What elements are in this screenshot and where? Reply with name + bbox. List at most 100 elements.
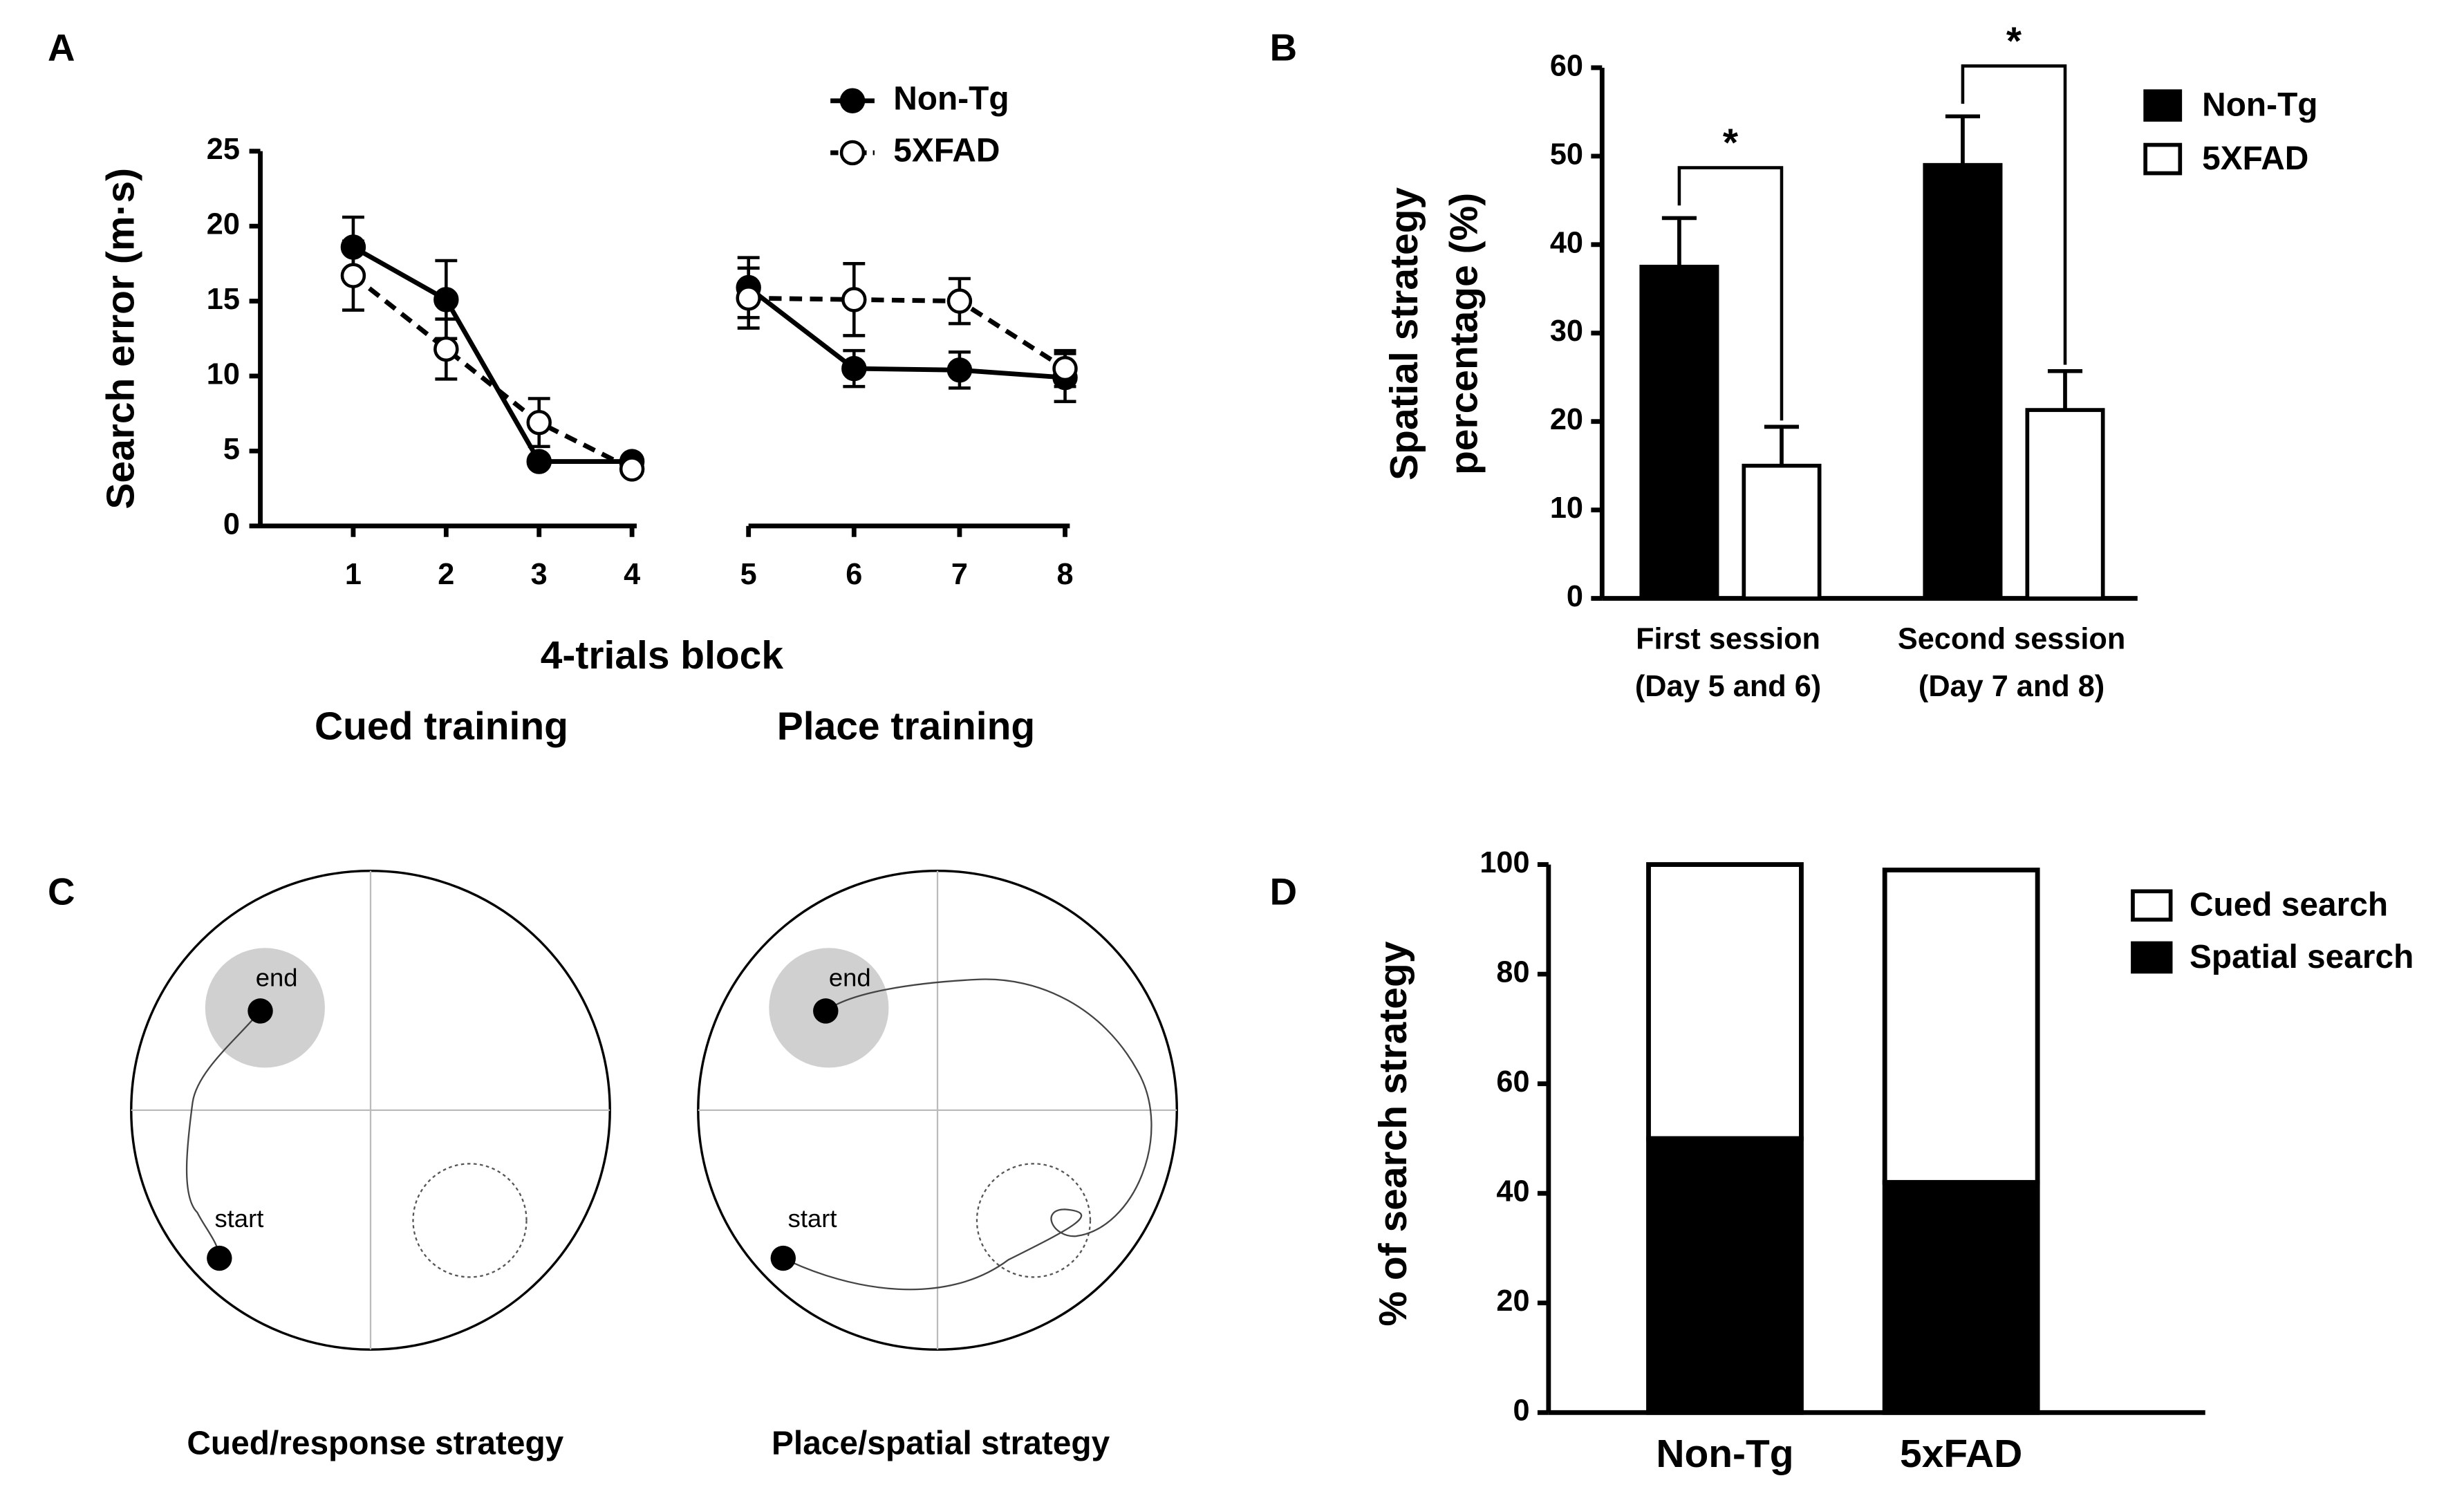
end-label: end	[829, 963, 871, 991]
bar	[1923, 162, 2003, 601]
y-tick-label: 60	[1496, 1065, 1529, 1098]
caption: Place/spatial strategy	[772, 1425, 1110, 1462]
target-zone	[976, 1163, 1092, 1278]
bar-segment	[1646, 862, 1804, 1141]
series-line	[351, 273, 1067, 471]
marker	[433, 336, 459, 362]
legend-label: 5XFAD	[893, 133, 1000, 169]
error-bar	[1945, 114, 1980, 165]
group-label: Cued training	[315, 704, 568, 749]
y-tick-label: 20	[1496, 1284, 1529, 1318]
y-tick-label: 100	[1480, 846, 1529, 879]
start-label: start	[214, 1204, 263, 1233]
legend-swatch	[2131, 889, 2173, 922]
marker	[1052, 355, 1078, 382]
start-dot	[770, 1245, 796, 1271]
maze-diagram: end start Cued/response strategy end sta…	[130, 869, 1178, 1462]
y-tick-label: 10	[207, 357, 240, 391]
bar	[2025, 408, 2105, 601]
y-tick-label: 60	[1550, 49, 1583, 82]
x-tick-label: 8	[1057, 558, 1074, 591]
y-tick-label: 40	[1550, 226, 1583, 259]
legend-label: Non-Tg	[2202, 87, 2317, 124]
significance-star: *	[2006, 19, 2022, 64]
bar-segment	[1646, 1136, 1804, 1415]
panel-letter: A	[48, 26, 75, 68]
x-tick-label: 5	[740, 558, 757, 591]
end-label: end	[256, 963, 298, 991]
y-tick-label: 5	[223, 433, 240, 466]
legend-marker	[839, 88, 866, 114]
panel-letter: D	[1270, 870, 1297, 913]
y-tick-label: 40	[1496, 1175, 1529, 1208]
y-tick-label: 0	[1513, 1394, 1529, 1428]
marker	[946, 357, 973, 383]
y-tick-label: 80	[1496, 956, 1529, 989]
x-tick-label: 2	[438, 558, 454, 591]
legend-label: 5XFAD	[2202, 140, 2308, 177]
x-tick-label: 4	[624, 558, 640, 591]
y-tick-label: 0	[223, 507, 240, 541]
series-line	[352, 245, 1065, 464]
y-tick-label: 20	[207, 208, 240, 241]
legend-label: Spatial search	[2190, 939, 2414, 975]
legend-marker	[839, 140, 866, 166]
legend-swatch	[2143, 142, 2183, 176]
y-axis-title: Spatial strategy	[1382, 187, 1426, 480]
caption: Cued/response strategy	[187, 1425, 563, 1462]
x-tick-label: 3	[531, 558, 548, 591]
start-label: start	[788, 1204, 837, 1233]
x-tick-label: Non-Tg	[1656, 1432, 1793, 1476]
x-tick-label: 5xFAD	[1900, 1432, 2022, 1476]
y-tick-label: 15	[207, 283, 240, 316]
y-tick-label: 50	[1550, 138, 1583, 171]
panel-letter: B	[1270, 26, 1297, 68]
y-tick-label: 30	[1550, 315, 1583, 348]
x-tick-label: 7	[951, 558, 968, 591]
x-tick-label: Second session	[1898, 623, 2125, 656]
significance-bracket	[1961, 64, 2067, 365]
legend-label: Cued search	[2190, 887, 2388, 924]
marker	[736, 285, 761, 311]
bar	[1742, 463, 1822, 601]
y-axis-title: % of search strategy	[1371, 941, 1415, 1326]
bar-segment	[1882, 868, 2040, 1185]
legend-swatch	[2143, 89, 2183, 122]
marker	[841, 287, 867, 312]
bar	[1639, 264, 1719, 601]
marker	[340, 263, 366, 288]
swim-path	[185, 1010, 261, 1259]
marker	[526, 449, 552, 474]
marker	[526, 409, 552, 436]
x-tick-label: 6	[846, 558, 862, 591]
y-tick-label: 10	[1550, 492, 1583, 525]
y-tick-label: 20	[1550, 403, 1583, 436]
group-label: Place training	[777, 704, 1035, 749]
marker	[433, 287, 459, 312]
x-tick-label: (Day 7 and 8)	[1919, 670, 2104, 703]
legend-label: Non-Tg	[893, 80, 1009, 117]
start-dot	[207, 1245, 232, 1271]
error-bar	[1661, 216, 1697, 267]
error-bar	[2047, 368, 2083, 411]
significance-bracket	[1677, 166, 1784, 421]
y-axis-title: Search error (m·s)	[98, 168, 142, 509]
marker	[619, 456, 645, 482]
legend-swatch	[2131, 941, 2173, 974]
y-tick-label: 25	[207, 133, 240, 166]
error-bar	[1764, 424, 1800, 466]
target-zone	[412, 1163, 528, 1278]
x-tick-label: First session	[1636, 623, 1820, 656]
marker	[841, 355, 867, 382]
y-tick-label: 0	[1567, 580, 1583, 613]
x-tick-label: 1	[345, 558, 362, 591]
y-axis-title: percentage (%)	[1441, 193, 1486, 475]
significance-star: *	[1723, 121, 1739, 165]
x-axis-title: 4-trials block	[541, 633, 784, 677]
bar-segment	[1882, 1179, 2040, 1415]
end-dot	[248, 998, 273, 1024]
end-dot	[813, 998, 839, 1024]
panel-letter: C	[48, 870, 75, 913]
marker	[946, 288, 973, 314]
